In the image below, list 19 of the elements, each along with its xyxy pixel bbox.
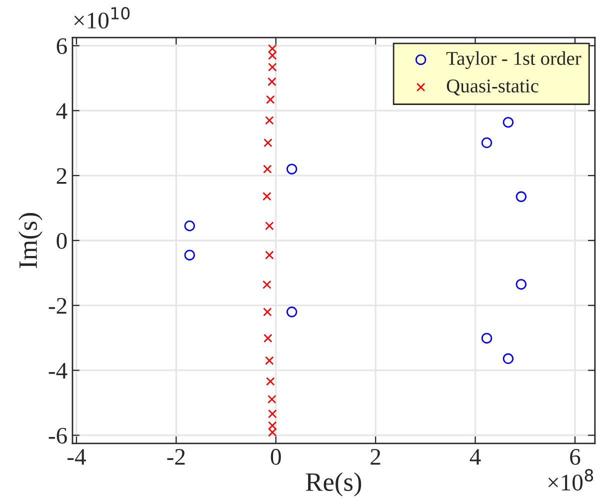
y-tick-label: -4 bbox=[48, 362, 68, 379]
y-tick-label: 6 bbox=[56, 38, 67, 54]
x-tick-label: 0 bbox=[270, 448, 281, 465]
x-tick-label: 2 bbox=[370, 448, 380, 465]
text: ×10$^{8}$ bbox=[548, 469, 594, 491]
y-tick-label: 4 bbox=[56, 103, 68, 119]
y-tick-label: -6 bbox=[48, 428, 67, 444]
x-tick-label: 6 bbox=[570, 448, 580, 465]
x-axis-title: Re(s) bbox=[306, 472, 362, 496]
y-tick-label: 0 bbox=[56, 232, 67, 249]
legend-label: Taylor - 1st order bbox=[446, 51, 582, 69]
x-tick-label: -2 bbox=[167, 448, 185, 465]
y-axis-title: Im(s) bbox=[18, 213, 42, 268]
x-tick-label: -4 bbox=[68, 449, 86, 465]
x-tick-label: 4 bbox=[470, 449, 481, 465]
text: ×10$^{10}$ bbox=[74, 7, 130, 29]
y-tick-label: -2 bbox=[48, 298, 66, 314]
y-tick-label: 2 bbox=[56, 168, 66, 184]
legend-label: Quasi-static bbox=[446, 79, 538, 96]
